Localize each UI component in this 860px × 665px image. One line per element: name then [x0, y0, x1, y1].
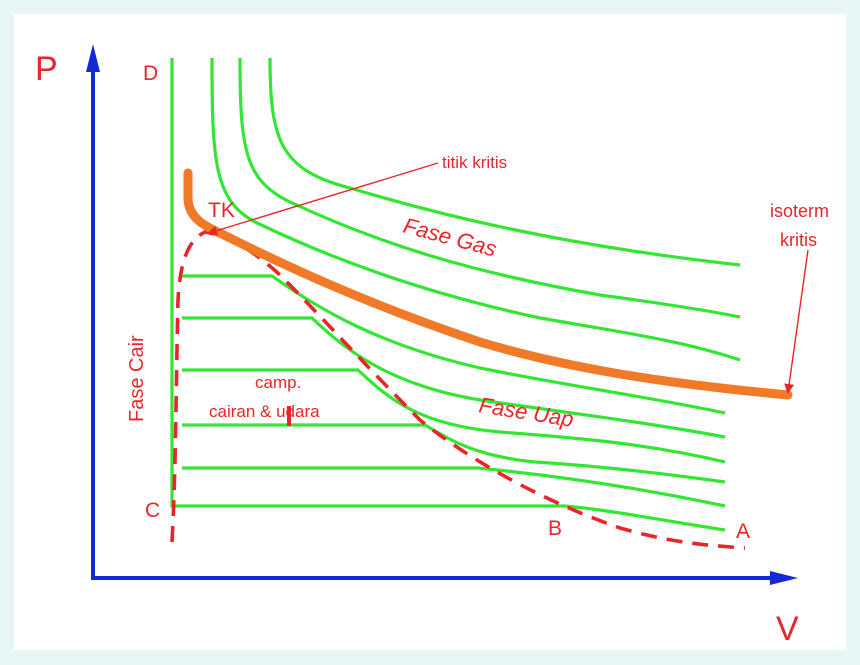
gas-phase-label: Fase Gas	[401, 213, 500, 262]
critical-point-annotation: titik kritis	[442, 153, 507, 172]
point-b-label: B	[548, 517, 562, 540]
vapor-phase-label: Fase Uap	[477, 392, 575, 432]
point-d-label: D	[143, 62, 158, 85]
critical-isotherm-pointer	[784, 249, 809, 394]
point-a-label: A	[736, 520, 750, 543]
axes	[86, 44, 798, 585]
isotherm-6	[182, 274, 726, 415]
isotherms	[170, 57, 741, 532]
mixture-label-line1: camp.	[255, 373, 301, 392]
critical-point-pointer	[207, 162, 439, 236]
isotherm-2	[182, 466, 726, 508]
isotherm-8	[238, 57, 741, 319]
v-axis-label: V	[776, 610, 799, 648]
isotherm-3	[182, 423, 726, 484]
critical-isotherm-annotation-line1: isoterm	[770, 201, 829, 221]
mixture-label-line2: cairan & udara	[209, 402, 320, 421]
isotherm-4	[182, 368, 726, 464]
p-axis-label: P	[35, 50, 58, 88]
critical-point-label: TK	[208, 199, 235, 222]
critical-isotherm-annotation-line2: kritis	[780, 230, 817, 250]
p-axis-arrow-icon	[86, 44, 100, 72]
isotherm-7	[210, 57, 741, 362]
critical-isotherm	[183, 168, 793, 400]
isotherm-5	[182, 316, 726, 439]
liquid-phase-label: Fase Cair	[126, 335, 148, 422]
saturation-dome	[170, 230, 746, 550]
isotherm-9	[268, 57, 741, 267]
v-axis-arrow-icon	[770, 571, 798, 585]
isotherm-1	[182, 504, 726, 532]
point-c-label: C	[145, 499, 160, 522]
